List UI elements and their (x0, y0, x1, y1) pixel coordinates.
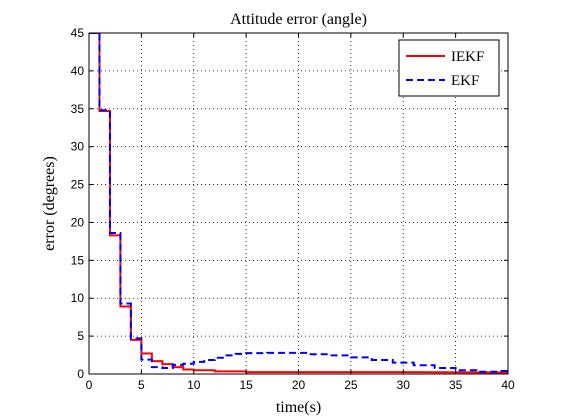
chart-title: Attitude error (angle) (230, 11, 367, 28)
y-tick-label: 45 (71, 26, 85, 40)
y-tick-label: 25 (71, 178, 85, 192)
y-axis-ticks: 0 5 10 15 20 25 30 35 40 45 (71, 26, 508, 381)
legend-label-ekf: EKF (451, 73, 479, 89)
series-line-iekf (89, 33, 508, 374)
series-layer (89, 33, 508, 374)
y-tick-label: 35 (71, 102, 85, 116)
legend-label-iekf: IEKF (451, 49, 484, 65)
x-axis-ticks: 0 5 10 15 20 25 30 35 40 (86, 33, 515, 392)
series-line-ekf (89, 33, 508, 373)
x-tick-label: 30 (397, 378, 411, 392)
y-tick-label: 10 (71, 291, 85, 305)
x-tick-label: 40 (501, 378, 515, 392)
x-axis-label: time(s) (276, 399, 321, 416)
legend: IEKF EKF (398, 39, 500, 97)
x-tick-label: 35 (449, 378, 463, 392)
y-tick-label: 40 (71, 64, 85, 78)
x-tick-label: 10 (187, 378, 201, 392)
y-tick-label: 0 (77, 367, 84, 381)
x-tick-label: 0 (86, 378, 93, 392)
x-tick-label: 20 (292, 378, 306, 392)
y-tick-label: 30 (71, 140, 85, 154)
y-tick-label: 20 (71, 215, 85, 229)
x-tick-label: 25 (344, 378, 358, 392)
y-tick-label: 15 (71, 253, 85, 267)
y-tick-label: 5 (77, 329, 84, 343)
y-axis-label: error (degrees) (41, 156, 58, 251)
legend-box (398, 39, 500, 97)
x-tick-label: 5 (138, 378, 145, 392)
x-tick-label: 15 (239, 378, 253, 392)
